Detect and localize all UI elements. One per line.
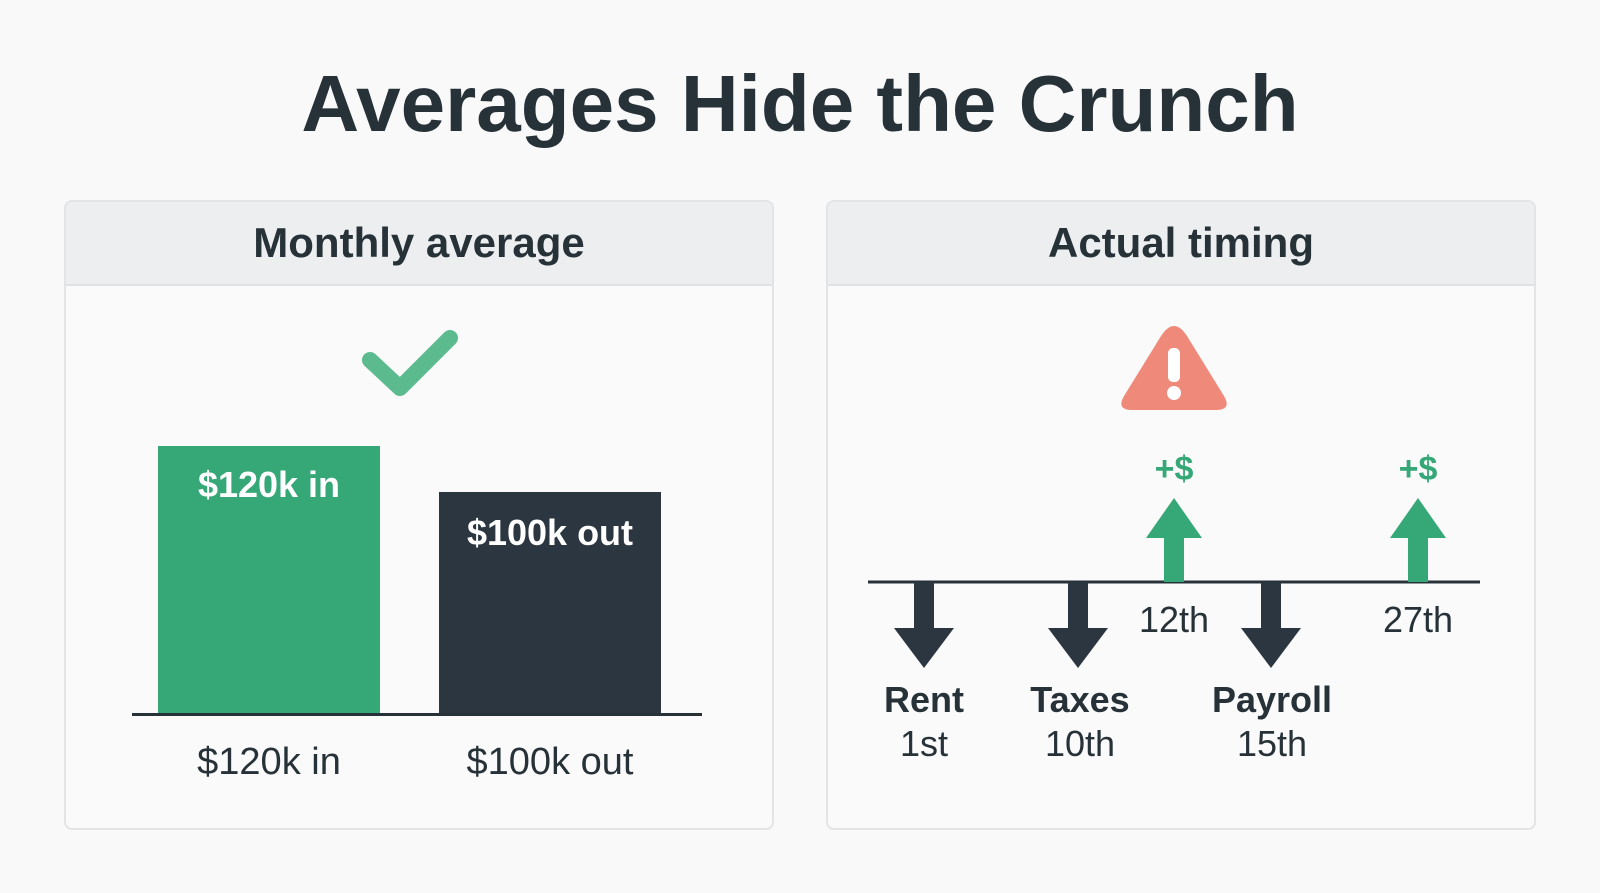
outflow-name-taxes: Taxes: [1030, 679, 1129, 720]
category-label-outflow: $100k out: [466, 741, 634, 783]
inflow-label-27th: +$: [1399, 450, 1438, 488]
bar-outflow: $100k out: [439, 492, 661, 714]
outflow-arrow-rent: [894, 582, 954, 668]
outflow-day-taxes: 10th: [1045, 723, 1115, 764]
inflow-arrow-12th: [1146, 498, 1202, 582]
inflow-day-27th: 27th: [1383, 599, 1453, 640]
actual-timing-header: Actual timing: [828, 202, 1534, 286]
actual-timing-diagram: +$ +$ 12th 27th Rent 1st Taxes 10th Payr…: [828, 286, 1534, 828]
outflow-day-payroll: 15th: [1237, 723, 1307, 764]
monthly-average-panel: Monthly average $120k in $100k out $120k…: [64, 200, 774, 830]
bar-inflow: $120k in: [158, 446, 380, 714]
inflow-arrow-27th: [1390, 498, 1446, 582]
outflow-arrow-payroll: [1241, 582, 1301, 668]
category-label-inflow: $120k in: [197, 741, 341, 783]
bar-outflow-label: $100k out: [466, 512, 634, 553]
checkmark-icon: [362, 330, 458, 396]
monthly-average-header: Monthly average: [66, 202, 772, 286]
warning-triangle-icon: [1121, 326, 1227, 410]
timeline-svg: +$ +$ 12th 27th Rent 1st Taxes 10th Payr…: [868, 326, 1480, 764]
outflow-day-rent: 1st: [900, 723, 948, 764]
chart-baseline: [132, 713, 702, 716]
page-title: Averages Hide the Crunch: [301, 59, 1299, 148]
inflow-label-12th: +$: [1155, 450, 1194, 488]
actual-timing-panel: Actual timing: [826, 200, 1536, 830]
monthly-average-chart: $120k in $100k out $120k in $100k out: [66, 286, 772, 828]
bar-inflow-label: $120k in: [197, 464, 341, 505]
outflow-name-rent: Rent: [884, 679, 964, 720]
outflow-name-payroll: Payroll: [1212, 679, 1332, 720]
outflow-arrow-taxes: [1048, 582, 1108, 668]
inflow-day-12th: 12th: [1139, 599, 1209, 640]
